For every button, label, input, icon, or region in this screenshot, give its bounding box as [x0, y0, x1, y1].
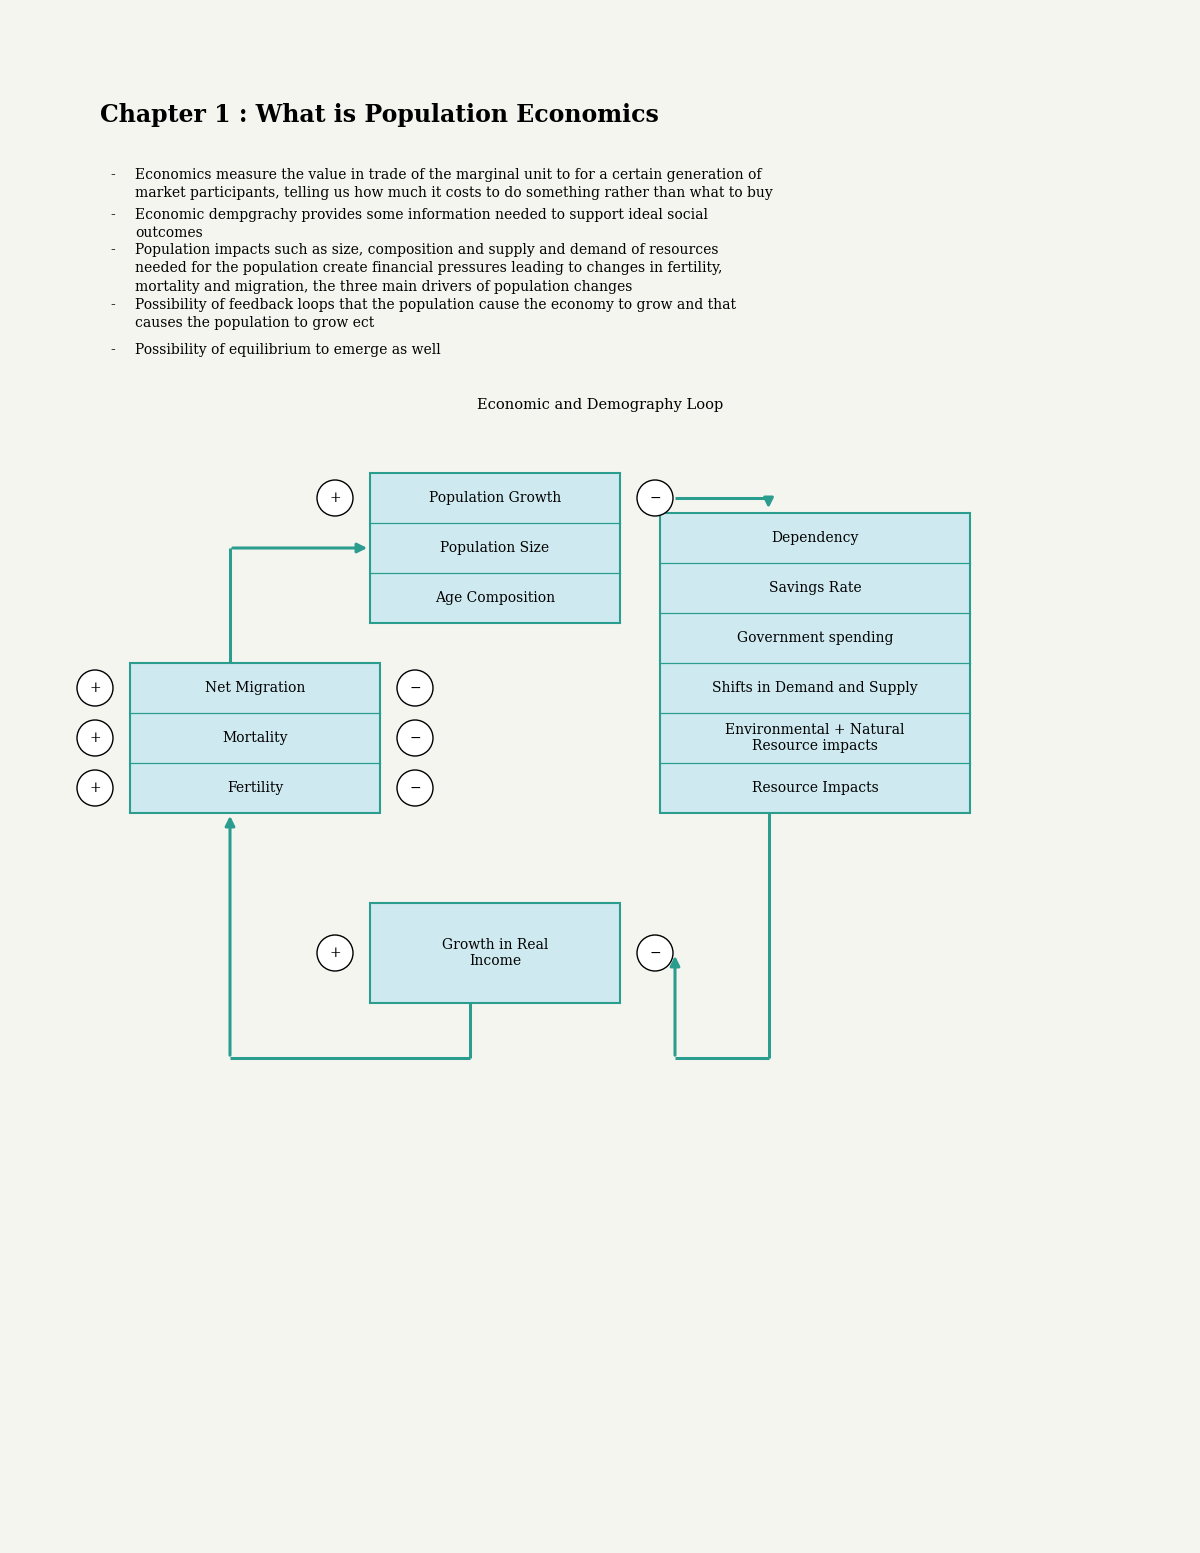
- Circle shape: [397, 770, 433, 806]
- FancyBboxPatch shape: [130, 663, 380, 814]
- Circle shape: [77, 770, 113, 806]
- Text: Growth in Real
Income: Growth in Real Income: [442, 938, 548, 968]
- Text: Dependency: Dependency: [772, 531, 859, 545]
- Circle shape: [397, 669, 433, 707]
- Text: Environmental + Natural
Resource impacts: Environmental + Natural Resource impacts: [725, 722, 905, 753]
- Text: −: −: [409, 682, 421, 696]
- Text: Economics measure the value in trade of the marginal unit to for a certain gener: Economics measure the value in trade of …: [134, 168, 773, 200]
- Circle shape: [637, 935, 673, 971]
- Text: -: -: [110, 343, 115, 357]
- Circle shape: [317, 480, 353, 516]
- Text: Shifts in Demand and Supply: Shifts in Demand and Supply: [712, 682, 918, 696]
- Text: Government spending: Government spending: [737, 631, 893, 644]
- Circle shape: [77, 721, 113, 756]
- Text: Population Growth: Population Growth: [428, 491, 562, 505]
- Text: -: -: [110, 242, 115, 256]
- FancyBboxPatch shape: [370, 902, 620, 1003]
- Text: +: +: [89, 731, 101, 745]
- Text: Fertility: Fertility: [227, 781, 283, 795]
- Circle shape: [77, 669, 113, 707]
- Text: Economic and Demography Loop: Economic and Demography Loop: [476, 398, 724, 412]
- Circle shape: [397, 721, 433, 756]
- Text: −: −: [649, 946, 661, 960]
- Text: −: −: [409, 731, 421, 745]
- Text: Chapter 1 : What is Population Economics: Chapter 1 : What is Population Economics: [100, 102, 659, 127]
- Text: Possibility of equilibrium to emerge as well: Possibility of equilibrium to emerge as …: [134, 343, 440, 357]
- Text: Population Size: Population Size: [440, 540, 550, 554]
- Text: Economic dempgrachy provides some information needed to support ideal social
out: Economic dempgrachy provides some inform…: [134, 208, 708, 241]
- Text: Possibility of feedback loops that the population cause the economy to grow and : Possibility of feedback loops that the p…: [134, 298, 736, 331]
- Text: −: −: [409, 781, 421, 795]
- Text: +: +: [89, 781, 101, 795]
- Text: Net Migration: Net Migration: [205, 682, 305, 696]
- Text: -: -: [110, 298, 115, 312]
- Text: +: +: [329, 946, 341, 960]
- FancyBboxPatch shape: [660, 512, 970, 814]
- Text: -: -: [110, 208, 115, 222]
- Text: Savings Rate: Savings Rate: [769, 581, 862, 595]
- Text: Age Composition: Age Composition: [434, 592, 556, 606]
- Text: Mortality: Mortality: [222, 731, 288, 745]
- FancyBboxPatch shape: [370, 474, 620, 623]
- Circle shape: [637, 480, 673, 516]
- Circle shape: [317, 935, 353, 971]
- Text: -: -: [110, 168, 115, 182]
- Text: −: −: [649, 491, 661, 505]
- Text: Population impacts such as size, composition and supply and demand of resources
: Population impacts such as size, composi…: [134, 242, 722, 294]
- Text: Resource Impacts: Resource Impacts: [751, 781, 878, 795]
- Text: +: +: [89, 682, 101, 696]
- Text: +: +: [329, 491, 341, 505]
